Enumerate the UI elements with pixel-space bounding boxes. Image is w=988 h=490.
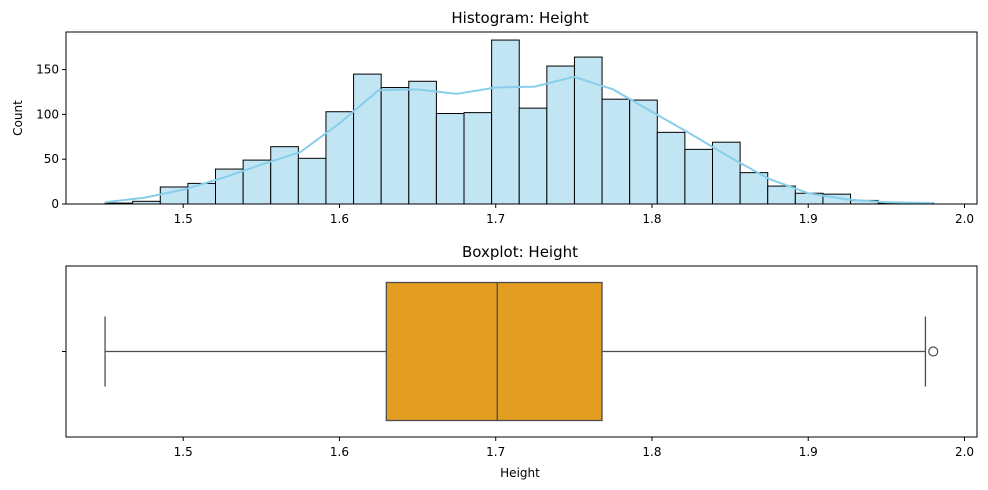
- histogram-x-ticks: 1.5 1.6 1.7 1.8 1.9 2.0: [174, 204, 974, 226]
- histogram-y-ticks: 0 50 100 150: [36, 63, 66, 211]
- x-tick-label: 1.8: [642, 445, 661, 459]
- histogram-bar: [435, 113, 465, 205]
- histogram-bar: [270, 146, 299, 205]
- histogram-bar: [408, 80, 437, 205]
- boxplot-axes-frame: [65, 265, 978, 438]
- boxplot-marks: [104, 281, 939, 422]
- x-tick-label: 2.0: [955, 212, 974, 226]
- histogram-bar: [463, 112, 493, 205]
- histogram-ylabel: Count: [11, 100, 25, 136]
- histogram-bar: [491, 39, 520, 205]
- boxplot-title: Boxplot: Height: [462, 243, 578, 261]
- y-tick-label: 150: [36, 63, 59, 77]
- boxplot-x-ticks: 1.5 1.6 1.7 1.8 1.9 2.0: [174, 437, 974, 459]
- histogram-bar: [712, 141, 741, 205]
- histogram-bar: [380, 87, 410, 205]
- histogram-bar: [297, 157, 327, 205]
- boxplot-panel: Boxplot: Height Height 1.5 1.6 1.7 1.8 1.9 2.…: [62, 243, 978, 480]
- histogram-bar: [739, 172, 769, 205]
- histogram-bar: [629, 99, 658, 205]
- outlier-point: [928, 346, 939, 357]
- y-tick-label: 50: [44, 152, 59, 166]
- histogram-bar: [215, 168, 244, 205]
- x-tick-label: 1.6: [330, 445, 349, 459]
- histogram-axes-frame: [65, 31, 978, 205]
- histogram-panel: Histogram: Height Count 1.5 1.6 1.7 1.8 1.9 2…: [11, 9, 978, 226]
- histogram-bar: [601, 98, 631, 205]
- boxplot-xlabel: Height: [500, 466, 540, 480]
- x-tick-label: 1.9: [799, 212, 818, 226]
- x-tick-label: 2.0: [955, 445, 974, 459]
- histogram-bar: [353, 73, 382, 205]
- y-tick-label: 100: [36, 107, 59, 121]
- x-tick-label: 1.7: [486, 445, 505, 459]
- x-tick-label: 1.5: [174, 212, 193, 226]
- histogram-bar: [767, 185, 796, 205]
- x-tick-label: 1.6: [330, 212, 349, 226]
- x-tick-label: 1.9: [799, 445, 818, 459]
- histogram-bar: [684, 148, 714, 205]
- y-tick-label: 0: [51, 197, 59, 211]
- histogram-title: Histogram: Height: [451, 9, 588, 27]
- x-tick-label: 1.7: [486, 212, 505, 226]
- histogram-bar: [656, 131, 686, 205]
- x-tick-label: 1.8: [642, 212, 661, 226]
- histogram-bar: [518, 107, 548, 205]
- histogram-bar: [546, 65, 575, 205]
- histogram-bars: [104, 39, 934, 205]
- x-tick-label: 1.5: [174, 445, 193, 459]
- kde-line: [104, 75, 934, 205]
- histogram-bar: [325, 111, 355, 205]
- box-iqr: [385, 281, 603, 422]
